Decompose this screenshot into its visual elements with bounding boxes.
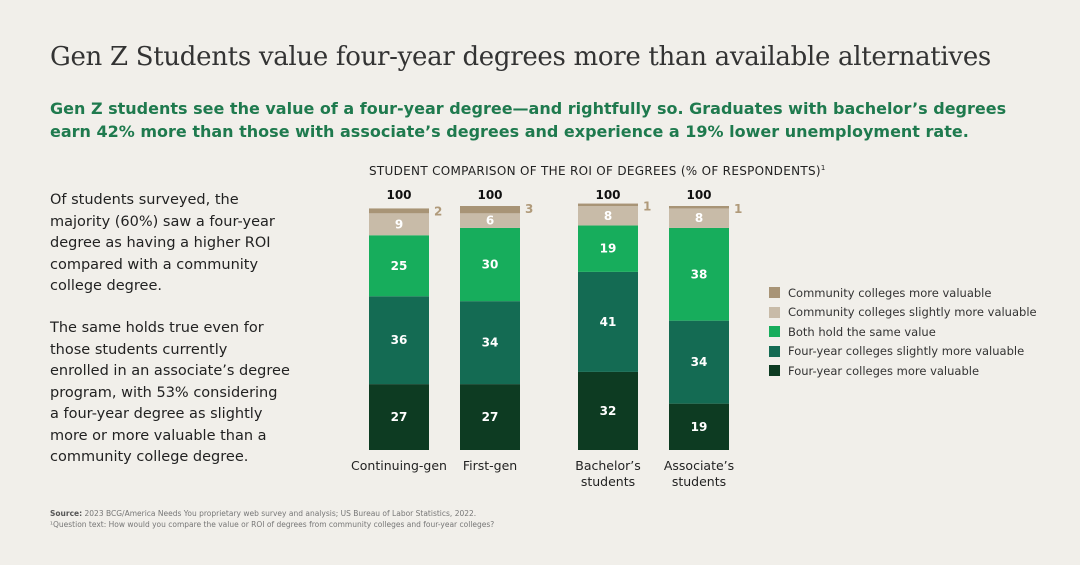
bar-segment-3-3: [578, 225, 638, 272]
category-label-4-1: Associate’s: [664, 458, 734, 473]
legend-swatch: [769, 287, 780, 299]
bar-segment-2-5: [460, 206, 520, 214]
bar-segment-4-5: [669, 206, 729, 209]
data-label-2-1: 27: [482, 410, 499, 424]
bar-segment-4-4: [669, 208, 729, 228]
data-label-2-2: 34: [482, 336, 499, 350]
page-title: Gen Z Students value four-year degrees m…: [50, 42, 991, 72]
bar-segment-1-1: [369, 384, 429, 450]
data-label-2-4: 6: [486, 214, 494, 228]
data-label-4-4: 8: [695, 211, 703, 225]
bar-total-3: 100: [595, 188, 620, 202]
bar-segment-4-2: [669, 320, 729, 404]
bar-segment-1-5: [369, 208, 429, 214]
bar-segment-4-3: [669, 227, 729, 321]
bar-total-4: 100: [686, 188, 711, 202]
bar-segment-2-3: [460, 227, 520, 302]
category-label-4-2: students: [672, 474, 726, 489]
category-label-2-1: First-gen: [463, 458, 517, 473]
bar-total-2: 100: [477, 188, 502, 202]
data-label-2-3: 30: [482, 258, 499, 272]
data-label-3-2: 41: [600, 315, 617, 329]
legend-label: Community colleges slightly more valuabl…: [788, 305, 1037, 320]
category-label-1-1: Continuing-gen: [351, 458, 447, 473]
bar-segment-3-1: [578, 371, 638, 450]
source-footnote: ¹Question text: How would you compare th…: [50, 520, 495, 529]
data-label-4-3: 38: [691, 267, 708, 281]
bar-segment-2-1: [460, 384, 520, 450]
legend-item-2: Community colleges slightly more valuabl…: [769, 303, 1037, 323]
legend-item-3: Both hold the same value: [769, 322, 1037, 342]
bar-total-1: 100: [386, 188, 411, 202]
data-label-3-5: 1: [643, 200, 651, 214]
data-label-1-2: 36: [391, 333, 408, 347]
source-line: Source: 2023 BCG/America Needs You propr…: [50, 508, 750, 519]
bar-segment-1-3: [369, 235, 429, 297]
legend-label: Both hold the same value: [788, 324, 936, 339]
bar-segment-2-4: [460, 213, 520, 228]
body-paragraph-1: Of students surveyed, the majority (60%)…: [50, 192, 275, 294]
bar-segment-3-2: [578, 271, 638, 372]
chart-title: STUDENT COMPARISON OF THE ROI OF DEGREES…: [369, 164, 826, 178]
chart-title-text: STUDENT COMPARISON OF THE ROI OF DEGREES…: [369, 164, 821, 178]
legend-swatch: [769, 306, 780, 318]
legend-item-1: Community colleges more valuable: [769, 283, 1037, 303]
category-label-3-1: Bachelor’s: [575, 458, 640, 473]
data-label-4-5: 1: [734, 202, 742, 216]
source-label: Source:: [50, 509, 83, 518]
chart-legend: Community colleges more valuable Communit…: [769, 283, 1037, 381]
legend-swatch: [769, 345, 780, 357]
data-label-3-3: 19: [600, 242, 617, 256]
bar-segment-3-4: [578, 206, 638, 226]
data-label-4-2: 34: [691, 355, 708, 369]
bar-segment-2-2: [460, 301, 520, 385]
legend-label: Community colleges more valuable: [788, 285, 992, 300]
data-label-1-3: 25: [391, 259, 408, 273]
legend-swatch: [769, 365, 780, 377]
data-label-1-5: 2: [434, 204, 442, 218]
data-label-1-1: 27: [391, 410, 408, 424]
bar-segment-3-5: [578, 203, 638, 206]
bar-segment-1-2: [369, 296, 429, 385]
data-label-4-1: 19: [691, 420, 708, 434]
bar-segment-1-4: [369, 213, 429, 236]
legend-label: Four-year colleges slightly more valuabl…: [788, 344, 1025, 359]
legend-label: Four-year colleges more valuable: [788, 363, 980, 378]
legend-item-5: Four-year colleges more valuable: [769, 361, 1037, 381]
body-paragraph-2: The same holds true even for those stude…: [50, 320, 290, 465]
data-label-2-5: 3: [525, 202, 533, 216]
page-subtitle: Gen Z students see the value of a four-y…: [50, 99, 1007, 141]
data-label-3-1: 32: [600, 404, 617, 418]
legend-item-4: Four-year colleges slightly more valuabl…: [769, 342, 1037, 362]
data-label-1-4: 9: [395, 217, 403, 231]
category-label-3-2: students: [581, 474, 635, 489]
source-text: 2023 BCG/America Needs You proprietary w…: [84, 509, 477, 518]
legend-swatch: [769, 326, 780, 338]
source-note: Source: 2023 BCG/America Needs You propr…: [50, 508, 750, 530]
chart-title-footnote-mark: 1: [820, 164, 826, 172]
bar-segment-4-1: [669, 403, 729, 450]
data-label-3-4: 8: [604, 209, 612, 223]
